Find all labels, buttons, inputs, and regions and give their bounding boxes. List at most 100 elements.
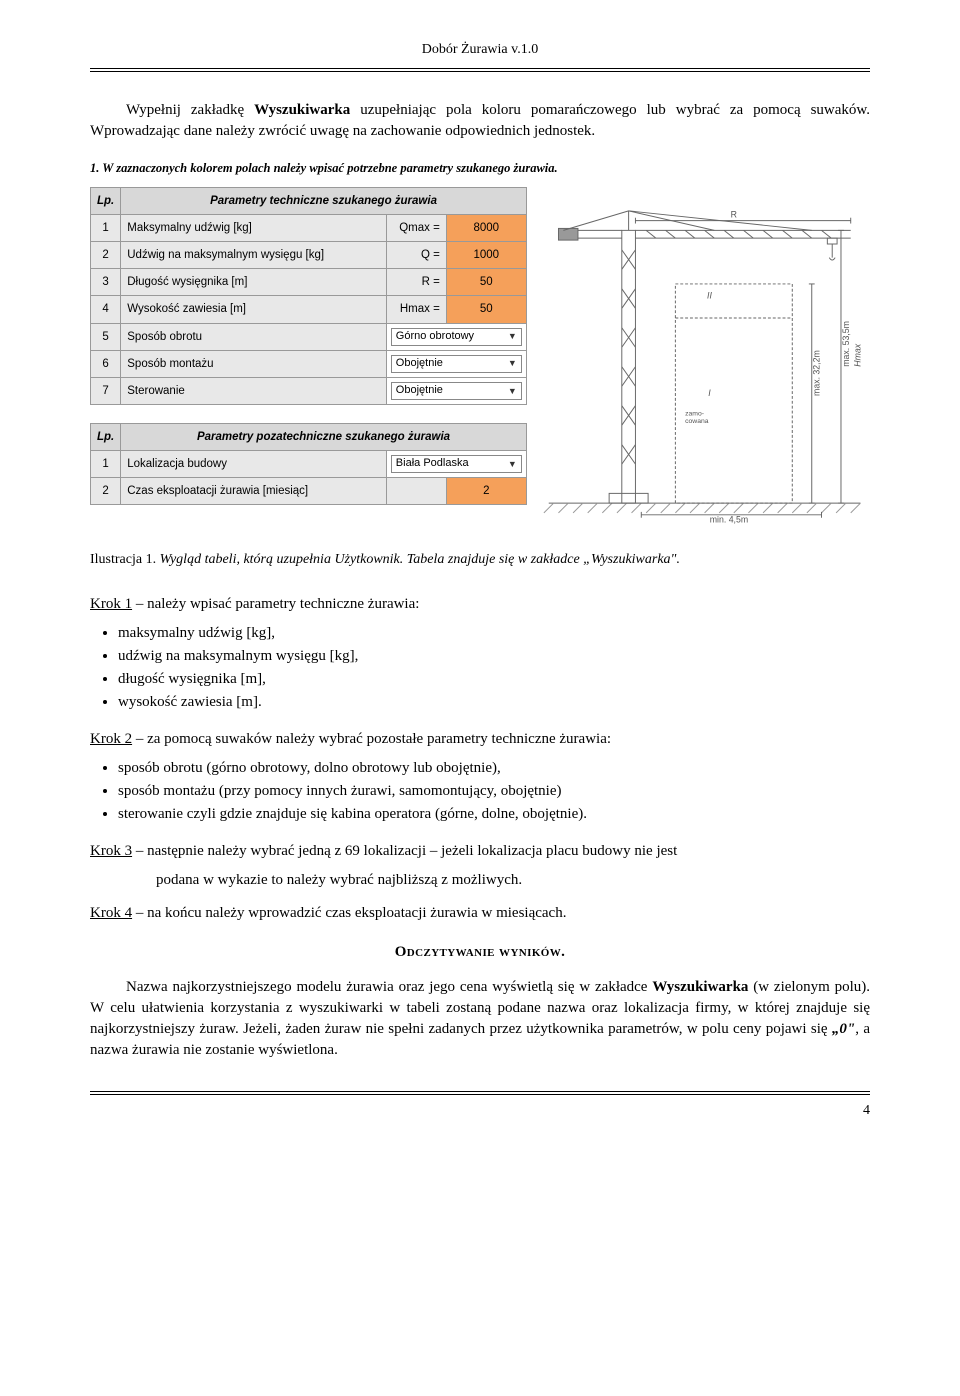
diagram-column: R II I zamo- cowana max. 53,5m max. 32,2… [539, 187, 870, 534]
page-number: 4 [90, 1101, 870, 1121]
select-value: Obojętnie [396, 383, 443, 398]
cell-sym: R = [386, 269, 446, 296]
label-max555: max. 53,5m [841, 321, 851, 367]
chevron-down-icon: ▼ [508, 385, 517, 398]
select-value: Górno obrotowy [396, 329, 474, 344]
cell-label: Sposób obrotu [121, 323, 387, 350]
label-ii: II [707, 291, 712, 301]
table-row: 6 Sposób montażu Obojętnie ▼ [91, 350, 527, 377]
tables-and-diagram: Lp. Parametry techniczne szukanego żuraw… [90, 187, 870, 534]
cell-label: Sposób montażu [121, 350, 387, 377]
crane-diagram: R II I zamo- cowana max. 53,5m max. 32,2… [539, 187, 870, 527]
cell-value[interactable]: 50 [446, 269, 526, 296]
cell-sym [386, 478, 446, 505]
header-rule-1 [90, 68, 870, 69]
select-value: Obojętnie [396, 356, 443, 371]
krok2-label: Krok 2 [90, 731, 132, 747]
table-row: 1 Lokalizacja budowy Biała Podlaska ▼ [91, 450, 527, 477]
th-lp: Lp. [91, 423, 121, 450]
cell-lp: 2 [91, 242, 121, 269]
table-row: 4 Wysokość zawiesia [m] Hmax = 50 [91, 296, 527, 323]
cell-select[interactable]: Obojętnie ▼ [386, 377, 526, 404]
list-item: sterowanie czyli gdzie znajduje się kabi… [118, 804, 870, 825]
krok4-label: Krok 4 [90, 905, 132, 921]
footer-rule-1 [90, 1091, 870, 1092]
table-header-row: Lp. Parametry techniczne szukanego żuraw… [91, 188, 527, 215]
list-item: wysokość zawiesia [m]. [118, 692, 870, 713]
cell-value[interactable]: 1000 [446, 242, 526, 269]
cell-sym: Hmax = [386, 296, 446, 323]
select-value: Biała Podlaska [396, 456, 469, 471]
cell-lp: 1 [91, 215, 121, 242]
tables-column: Lp. Parametry techniczne szukanego żuraw… [90, 187, 527, 523]
cell-value[interactable]: 50 [446, 296, 526, 323]
krok2-text: – za pomocą suwaków należy wybrać pozost… [132, 731, 611, 747]
table-row: 3 Długość wysięgnika [m] R = 50 [91, 269, 527, 296]
caption-italic: Wygląd tabeli, którą uzupełnia Użytkowni… [160, 552, 680, 567]
cell-lp: 7 [91, 377, 121, 404]
th-param: Parametry pozatechniczne szukanego żuraw… [121, 423, 527, 450]
chevron-down-icon: ▼ [508, 357, 517, 370]
cell-label: Sterowanie [121, 377, 387, 404]
cell-value[interactable]: 8000 [446, 215, 526, 242]
figure-caption: Ilustracja 1. Wygląd tabeli, którą uzupe… [90, 550, 870, 570]
select-assembly[interactable]: Obojętnie ▼ [391, 355, 522, 373]
th-lp: Lp. [91, 188, 121, 215]
cell-label: Długość wysięgnika [m] [121, 269, 387, 296]
tech-params-table: Lp. Parametry techniczne szukanego żuraw… [90, 187, 527, 405]
cell-sym: Q = [386, 242, 446, 269]
chevron-down-icon: ▼ [508, 330, 517, 343]
list-item: sposób montażu (przy pomocy innych żuraw… [118, 781, 870, 802]
section-heading: Odczytywanie wyników. [90, 942, 870, 963]
krok3-cont: podana w wykazie to należy wybrać najbli… [156, 870, 870, 891]
krok1-list: maksymalny udźwig [kg], udźwig na maksym… [118, 623, 870, 713]
label-r: R [730, 210, 736, 220]
list-item: sposób obrotu (górno obrotowy, dolno obr… [118, 758, 870, 779]
table-row: 2 Czas eksploatacji żurawia [miesiąc] 2 [91, 478, 527, 505]
cell-lp: 5 [91, 323, 121, 350]
cell-label: Lokalizacja budowy [121, 450, 387, 477]
results-bold: Wyszukiwarka [652, 979, 748, 995]
cell-value[interactable]: 2 [446, 478, 526, 505]
caption-prefix: Ilustracja 1. [90, 552, 160, 567]
results-text-1: Nazwa najkorzystniejszego modelu żurawia… [126, 979, 652, 995]
header-rule-2 [90, 71, 870, 72]
krok3-text-a: – następnie należy wybrać jedną z 69 lok… [132, 843, 677, 859]
list-item: długość wysięgnika [m], [118, 669, 870, 690]
th-param: Parametry techniczne szukanego żurawia [121, 188, 527, 215]
cell-select[interactable]: Górno obrotowy ▼ [386, 323, 526, 350]
krok3-label: Krok 3 [90, 843, 132, 859]
cell-sym: Qmax = [386, 215, 446, 242]
chevron-down-icon: ▼ [508, 458, 517, 471]
cell-label: Czas eksploatacji żurawia [miesiąc] [121, 478, 387, 505]
results-paragraph: Nazwa najkorzystniejszego modelu żurawia… [90, 977, 870, 1061]
label-i: I [708, 388, 711, 398]
krok1: Krok 1 – należy wpisać parametry technic… [90, 594, 870, 615]
table-row: 7 Sterowanie Obojętnie ▼ [91, 377, 527, 404]
label-hmax: Hmax [852, 343, 862, 366]
intro-text-pre: Wypełnij zakładkę [126, 102, 254, 118]
krok4: Krok 4 – na końcu należy wprowadzić czas… [90, 903, 870, 924]
table-row: 1 Maksymalny udźwig [kg] Qmax = 8000 [91, 215, 527, 242]
cell-lp: 3 [91, 269, 121, 296]
cell-lp: 4 [91, 296, 121, 323]
cell-select[interactable]: Biała Podlaska ▼ [386, 450, 526, 477]
list-item: udźwig na maksymalnym wysięgu [kg], [118, 646, 870, 667]
krok4-text: – na końcu należy wprowadzić czas eksplo… [132, 905, 566, 921]
cell-label: Udźwig na maksymalnym wysięgu [kg] [121, 242, 387, 269]
select-location[interactable]: Biała Podlaska ▼ [391, 455, 522, 473]
select-control[interactable]: Obojętnie ▼ [391, 382, 522, 400]
select-rotation[interactable]: Górno obrotowy ▼ [391, 328, 522, 346]
label-zamocowana-2: cowana [685, 418, 709, 425]
table-row: 2 Udźwig na maksymalnym wysięgu [kg] Q =… [91, 242, 527, 269]
cell-select[interactable]: Obojętnie ▼ [386, 350, 526, 377]
results-zero: „0" [832, 1021, 855, 1037]
label-max322: max. 32,2m [811, 350, 821, 396]
instruction-line: 1. W zaznaczonych kolorem polach należy … [90, 160, 870, 178]
label-zamocowana: zamo- [685, 411, 704, 418]
list-item: maksymalny udźwig [kg], [118, 623, 870, 644]
cell-label: Wysokość zawiesia [m] [121, 296, 387, 323]
table-row: 5 Sposób obrotu Górno obrotowy ▼ [91, 323, 527, 350]
krok2: Krok 2 – za pomocą suwaków należy wybrać… [90, 729, 870, 750]
cell-lp: 1 [91, 450, 121, 477]
